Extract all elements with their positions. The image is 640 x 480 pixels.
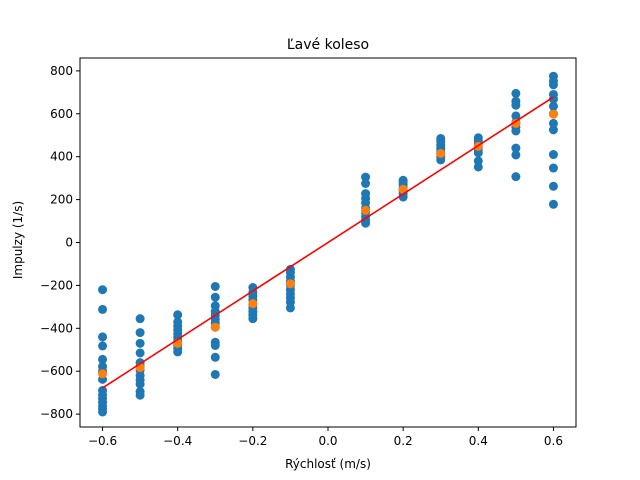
data-point-s0-110 bbox=[511, 172, 521, 182]
data-point-s0-123 bbox=[548, 199, 558, 209]
data-point-s0-121 bbox=[548, 163, 558, 173]
x-tick-label: −0.6 bbox=[88, 434, 117, 448]
data-point-s0-101 bbox=[511, 88, 521, 98]
x-axis-label: Rýchlosť (m/s) bbox=[285, 457, 371, 471]
data-point-s0-48 bbox=[210, 369, 220, 379]
data-point-s0-119 bbox=[548, 125, 558, 135]
data-point-s0-0 bbox=[98, 285, 108, 295]
data-point-s0-120 bbox=[548, 150, 558, 160]
y-tick-label: 600 bbox=[50, 107, 73, 121]
data-point-s0-116 bbox=[548, 101, 558, 111]
data-point-s0-15 bbox=[135, 314, 145, 324]
data-point-s0-36 bbox=[173, 347, 183, 357]
data-point-s1-3 bbox=[210, 322, 220, 332]
data-point-s0-100 bbox=[473, 162, 483, 172]
data-point-s1-5 bbox=[285, 279, 295, 289]
data-point-s0-46 bbox=[210, 340, 220, 350]
y-tick-label: −600 bbox=[40, 364, 73, 378]
data-point-s0-115 bbox=[548, 94, 558, 104]
data-point-s0-3 bbox=[98, 341, 108, 351]
data-point-s0-37 bbox=[210, 281, 220, 291]
plot-area bbox=[98, 71, 558, 417]
data-point-s1-11 bbox=[548, 109, 558, 119]
data-point-s0-104 bbox=[511, 111, 521, 121]
data-point-s1-10 bbox=[511, 118, 521, 128]
data-point-s1-7 bbox=[398, 184, 408, 194]
y-axis-label: Impulzy (1/s) bbox=[11, 201, 25, 279]
data-point-s0-118 bbox=[548, 118, 558, 128]
x-tick-label: 0.0 bbox=[318, 434, 337, 448]
data-point-s0-109 bbox=[511, 150, 521, 160]
data-point-s0-4 bbox=[98, 354, 108, 364]
data-point-s0-17 bbox=[135, 338, 145, 348]
data-point-s0-27 bbox=[173, 310, 183, 320]
data-point-s0-24 bbox=[135, 379, 145, 389]
chart-title: Ľavé koleso bbox=[287, 37, 369, 53]
x-tick-label: 0.2 bbox=[394, 434, 413, 448]
data-point-s0-16 bbox=[135, 328, 145, 338]
axes: −0.6 −0.4 −0.2 0.0 0.2 0.4 0.6 −800 −600 −400 −200… bbox=[40, 57, 577, 448]
data-point-s0-2 bbox=[98, 332, 108, 342]
y-tick-label: 400 bbox=[50, 150, 73, 164]
data-point-s0-57 bbox=[248, 314, 258, 324]
data-point-s0-103 bbox=[511, 100, 521, 110]
y-tick-label: −800 bbox=[40, 407, 73, 421]
y-tick-label: 0 bbox=[65, 236, 73, 250]
y-tick-label: 800 bbox=[50, 64, 73, 78]
data-point-s0-113 bbox=[548, 80, 558, 90]
data-point-s1-4 bbox=[248, 299, 258, 309]
data-point-s0-47 bbox=[210, 352, 220, 362]
data-point-s0-122 bbox=[548, 181, 558, 191]
y-tick-label: 200 bbox=[50, 193, 73, 207]
x-tick-label: 0.4 bbox=[469, 434, 488, 448]
x-tick-label: −0.4 bbox=[163, 434, 192, 448]
data-point-s0-1 bbox=[98, 304, 108, 314]
fit-line bbox=[102, 96, 554, 389]
x-tick-label: 0.6 bbox=[544, 434, 563, 448]
data-point-s0-92 bbox=[436, 155, 446, 165]
y-tick-label: −200 bbox=[40, 278, 73, 292]
data-point-s0-98 bbox=[473, 148, 483, 158]
data-point-s1-0 bbox=[98, 369, 108, 379]
data-point-s0-107 bbox=[511, 126, 521, 136]
data-point-s0-38 bbox=[210, 292, 220, 302]
data-point-s1-6 bbox=[361, 205, 371, 215]
data-point-s0-67 bbox=[285, 303, 295, 313]
data-point-s0-108 bbox=[511, 143, 521, 153]
data-point-s0-18 bbox=[135, 348, 145, 358]
y-tick-label: −400 bbox=[40, 321, 73, 335]
data-point-s0-69 bbox=[361, 179, 371, 188]
x-tick-label: −0.2 bbox=[238, 434, 267, 448]
data-point-s0-77 bbox=[361, 218, 371, 228]
data-point-s0-26 bbox=[135, 390, 145, 400]
data-point-s1-8 bbox=[436, 148, 446, 158]
data-point-s0-14 bbox=[98, 407, 108, 417]
data-point-s0-68 bbox=[361, 172, 371, 182]
